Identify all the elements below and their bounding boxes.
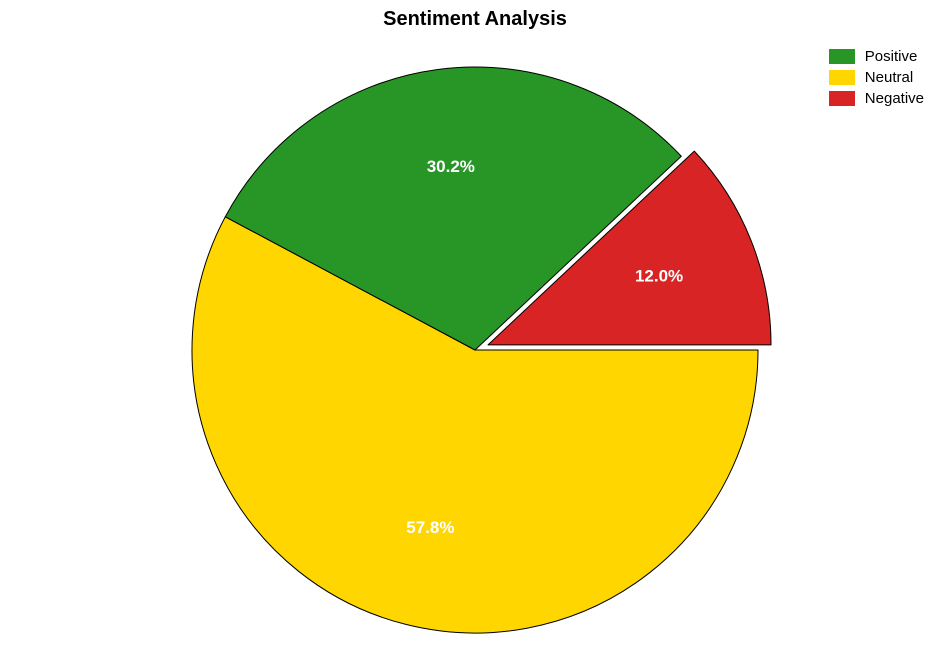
legend-item-negative: Negative	[829, 90, 924, 107]
legend-swatch-neutral	[829, 70, 855, 85]
pie-slice-label-neutral: 57.8%	[406, 518, 454, 537]
sentiment-pie-chart: Sentiment Analysis 57.8%30.2%12.0% Posit…	[0, 0, 950, 662]
pie-slice-label-negative: 12.0%	[635, 267, 683, 286]
legend-item-positive: Positive	[829, 48, 924, 65]
pie-svg: 57.8% 30.2% 12.0%	[0, 0, 950, 662]
legend-item-neutral: Neutral	[829, 69, 924, 86]
pie-slice-label-positive: 30.2%	[427, 157, 475, 176]
legend-swatch-negative	[829, 91, 855, 106]
legend-label-negative: Negative	[865, 90, 924, 107]
legend-swatch-positive	[829, 49, 855, 64]
legend: Positive Neutral Negative	[829, 48, 924, 111]
legend-label-neutral: Neutral	[865, 69, 913, 86]
legend-label-positive: Positive	[865, 48, 918, 65]
